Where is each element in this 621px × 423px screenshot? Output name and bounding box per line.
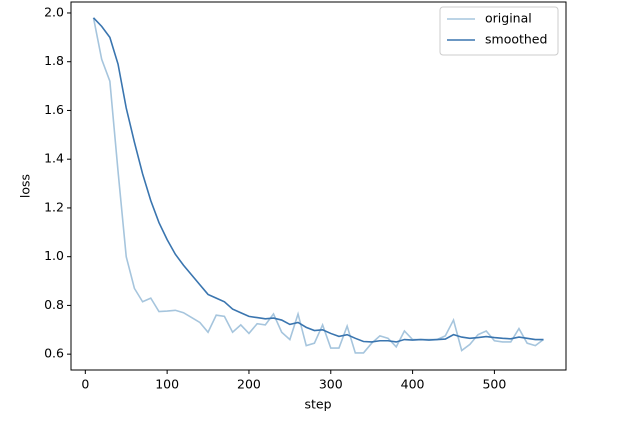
- y-tick-label: 0.8: [44, 297, 64, 312]
- x-tick-label: 300: [319, 377, 343, 392]
- x-tick-label: 0: [81, 377, 89, 392]
- y-tick-label: 0.6: [44, 346, 64, 361]
- line-series: [92, 17, 544, 343]
- legend-label: original: [485, 11, 532, 26]
- y-tick-label: 1.6: [44, 102, 64, 117]
- legend-label: smoothed: [485, 32, 547, 47]
- x-axis-label: step: [304, 397, 331, 412]
- y-tick-label: 2.0: [44, 4, 64, 19]
- x-tick-label: 100: [155, 377, 179, 392]
- y-tick-label: 1.8: [44, 53, 64, 68]
- y-tick-label: 1.0: [44, 248, 64, 263]
- x-tick-label: 500: [482, 377, 506, 392]
- y-tick-label: 1.2: [44, 199, 64, 214]
- x-tick-label: 200: [237, 377, 261, 392]
- y-axis-label: loss: [18, 174, 33, 198]
- plot-frame: [70, 1, 567, 371]
- line-series: [92, 17, 544, 354]
- x-tick-label: 400: [401, 377, 425, 392]
- y-tick-label: 1.4: [44, 151, 64, 166]
